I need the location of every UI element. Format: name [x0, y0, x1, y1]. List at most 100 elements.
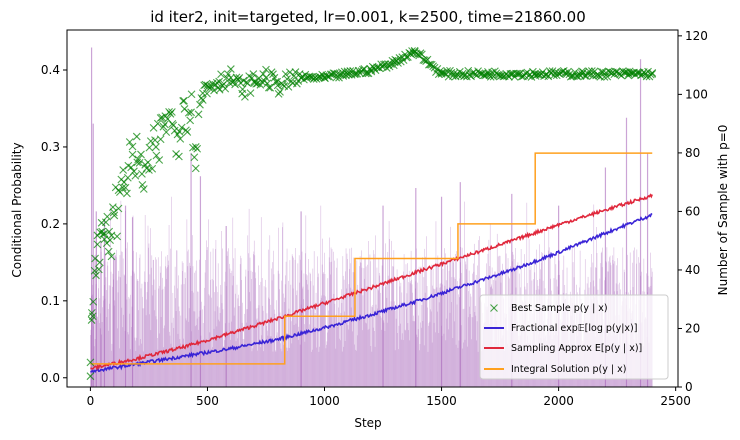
- y2-tick-label: 60: [685, 204, 700, 218]
- marker-stroke: [98, 227, 107, 236]
- data-point-marker: [144, 158, 152, 167]
- marker-stroke: [86, 372, 95, 381]
- data-point-marker: [191, 143, 200, 151]
- marker-stroke: [235, 74, 244, 82]
- data-point-marker: [320, 73, 329, 82]
- marker-stroke: [430, 63, 439, 72]
- x-tick-label: 0: [87, 394, 95, 408]
- data-point-marker: [152, 143, 160, 151]
- marker-stroke: [116, 188, 124, 196]
- data-point-marker: [161, 112, 170, 121]
- data-point-marker: [513, 69, 522, 78]
- marker-stroke: [123, 189, 131, 198]
- data-point-marker: [226, 65, 235, 73]
- marker-stroke: [565, 70, 574, 79]
- data-point-marker: [212, 78, 221, 87]
- y-axis-ticks: 0.0 0.1 0.2 0.3 0.4: [41, 63, 67, 385]
- marker-stroke: [101, 218, 110, 227]
- x-tick-label: 500: [196, 394, 219, 408]
- marker-stroke: [243, 79, 252, 88]
- marker-stroke: [231, 80, 239, 89]
- marker-stroke: [155, 156, 164, 164]
- marker-stroke: [133, 158, 142, 167]
- marker-stroke: [583, 69, 592, 78]
- data-point-marker: [198, 89, 207, 97]
- marker-stroke: [385, 62, 394, 71]
- marker-stroke: [137, 150, 145, 159]
- marker-stroke: [92, 271, 100, 280]
- data-point-marker: [263, 79, 272, 88]
- data-point-marker: [224, 70, 232, 78]
- data-point-marker: [385, 62, 394, 71]
- data-point-marker: [175, 152, 183, 161]
- data-point-marker: [159, 122, 168, 131]
- marker-stroke: [437, 69, 446, 78]
- marker-stroke: [161, 112, 170, 121]
- marker-stroke: [259, 70, 268, 78]
- marker-stroke: [291, 68, 300, 76]
- marker-stroke: [269, 70, 277, 79]
- data-point-marker: [177, 123, 186, 132]
- marker-stroke: [144, 158, 152, 167]
- data-point-marker: [648, 69, 657, 77]
- legend-entry-fractional: Fractional exp𝔼[log p(y|x)]: [484, 323, 637, 334]
- data-point-marker: [86, 372, 95, 381]
- x-axis-label: Step: [354, 416, 381, 430]
- data-point-marker: [114, 204, 123, 213]
- data-point-marker: [145, 166, 153, 174]
- data-point-marker: [187, 90, 196, 99]
- data-point-marker: [107, 252, 116, 261]
- data-point-marker: [425, 60, 433, 69]
- data-point-marker: [226, 73, 235, 82]
- data-point-marker: [423, 55, 432, 64]
- marker-stroke: [423, 55, 432, 64]
- marker-stroke: [128, 142, 137, 151]
- marker-stroke: [597, 68, 606, 76]
- data-point-marker: [180, 96, 188, 105]
- y2-tick-label: 40: [685, 263, 700, 277]
- marker-stroke: [425, 60, 433, 69]
- marker-stroke: [175, 127, 184, 136]
- marker-stroke: [253, 79, 262, 88]
- data-point-marker: [135, 159, 144, 167]
- y-axis-label: Conditional Probability: [10, 142, 24, 277]
- marker-stroke: [99, 230, 107, 238]
- marker-stroke: [344, 69, 352, 78]
- y2-axis-ticks: 0 20 40 60 80 100 120: [678, 29, 708, 394]
- marker-stroke: [337, 68, 346, 77]
- line-sampling: [90, 193, 653, 371]
- data-point-marker: [271, 77, 280, 86]
- marker-stroke: [340, 67, 349, 76]
- data-point-marker: [243, 79, 252, 88]
- marker-stroke: [410, 46, 419, 55]
- data-point-marker: [91, 254, 99, 263]
- data-point-marker: [562, 70, 571, 78]
- data-point-marker: [297, 73, 305, 82]
- data-point-marker: [184, 108, 193, 117]
- data-point-marker: [125, 138, 134, 146]
- marker-stroke: [201, 80, 210, 89]
- data-point-marker: [198, 96, 207, 104]
- data-point-marker: [168, 119, 177, 128]
- y2-tick-label: 0: [685, 380, 693, 394]
- marker-stroke: [107, 231, 116, 240]
- marker-stroke: [103, 212, 112, 221]
- marker-stroke: [159, 122, 168, 131]
- marker-stroke: [119, 166, 128, 174]
- data-point-marker: [262, 73, 270, 82]
- marker-stroke: [571, 68, 579, 77]
- marker-stroke: [620, 68, 629, 77]
- marker-stroke: [180, 105, 189, 113]
- data-point-marker: [123, 189, 131, 198]
- marker-stroke: [562, 70, 571, 78]
- marker-stroke: [390, 58, 399, 67]
- plot-frame: [66, 29, 679, 388]
- marker-stroke: [191, 164, 200, 173]
- marker-stroke: [408, 47, 416, 55]
- data-point-marker: [175, 127, 184, 136]
- marker-stroke: [381, 60, 390, 68]
- data-point-marker: [276, 87, 284, 96]
- marker-stroke: [118, 183, 127, 192]
- marker-stroke: [194, 110, 203, 119]
- legend-x-marker-icon: [490, 304, 498, 312]
